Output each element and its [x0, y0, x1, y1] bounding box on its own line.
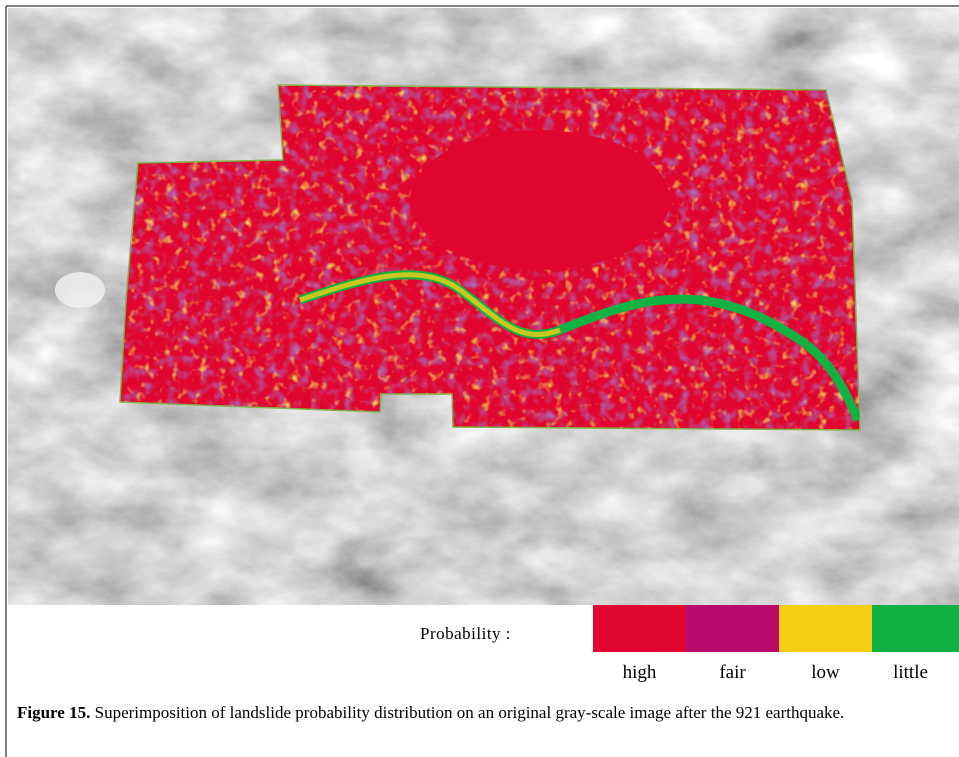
page: {"figure": { "legend": { "title": "Proba…	[0, 0, 959, 757]
caption-label: Figure 15.	[17, 703, 90, 722]
cloud	[55, 272, 105, 308]
legend-label: low	[779, 662, 872, 684]
caption-text: Superimposition of landslide probability…	[95, 703, 845, 722]
caption: Figure 15. Superimposition of landslide …	[17, 699, 947, 727]
legend-swatch	[779, 605, 872, 652]
legend-swatch	[872, 605, 959, 652]
high-core	[410, 130, 670, 270]
figure: Probability : highfairlowlittle Figure 1…	[0, 0, 959, 757]
legend-title: Probability :	[420, 624, 511, 644]
legend-swatch	[593, 605, 686, 652]
legend-label: high	[593, 662, 686, 684]
legend-swatch	[686, 605, 779, 652]
legend-label: fair	[686, 662, 779, 684]
legend-label: little	[864, 662, 957, 684]
